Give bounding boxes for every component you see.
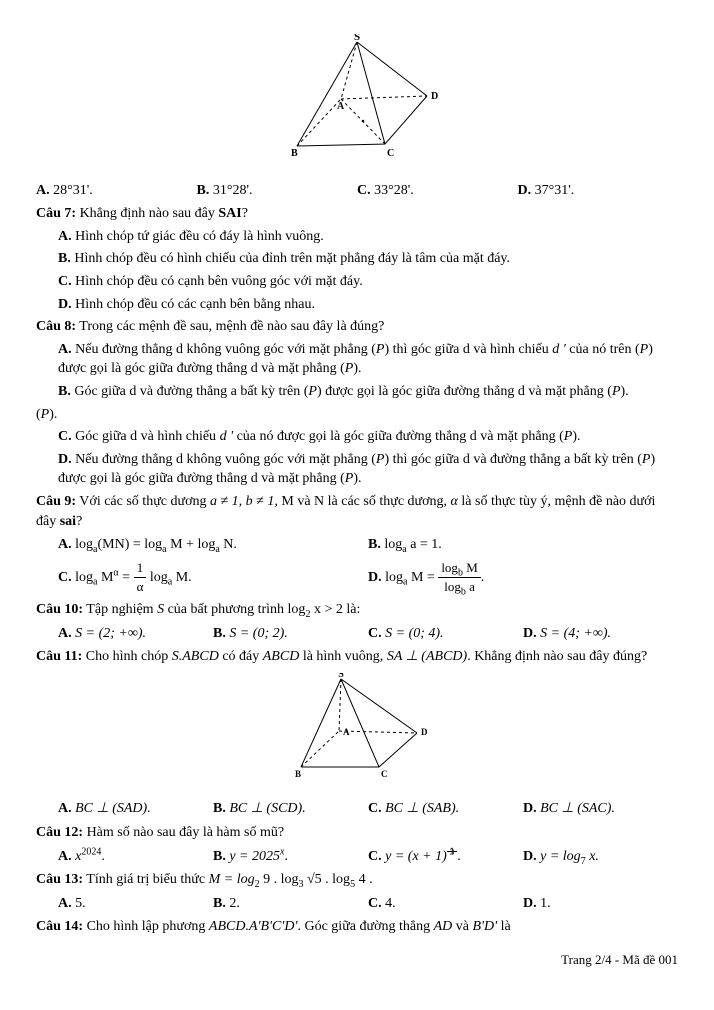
q12-options: A. x2024. B. y = 2025x. C. y = (x + 1)13… bbox=[36, 847, 678, 867]
q8-b-paren: (P). bbox=[36, 405, 678, 425]
svg-text:B: B bbox=[291, 148, 298, 159]
q11-options: A. BC ⊥ (SAD). B. BC ⊥ (SCD). C. BC ⊥ (S… bbox=[36, 799, 678, 819]
q10-title: Câu 10: Tập nghiệm S của bất phương trìn… bbox=[36, 600, 678, 620]
q9-row2: C. loga Mα = 1α loga M. D. loga M = logb… bbox=[36, 559, 678, 596]
svg-text:D: D bbox=[431, 91, 438, 102]
svg-text:A: A bbox=[337, 101, 345, 112]
q7-c: C. Hình chóp đều có cạnh bên vuông góc v… bbox=[36, 272, 678, 292]
q9-row1: A. loga(MN) = loga M + loga N. B. loga a… bbox=[36, 535, 678, 555]
q8-a: A. Nếu đường thẳng d không vuông góc với… bbox=[36, 340, 678, 379]
q8-c: C. Góc giữa d và hình chiếu d ' của nó đ… bbox=[36, 427, 678, 447]
q9-title: Câu 9: Với các số thực dương a ≠ 1, b ≠ … bbox=[36, 492, 678, 531]
q10-options: A. S = (2; +∞). B. S = (0; 2). C. S = (0… bbox=[36, 624, 678, 644]
q7-a: A. Hình chóp tứ giác đều có đáy là hình … bbox=[36, 227, 678, 247]
q7-d: D. Hình chóp đều có các cạnh bên bằng nh… bbox=[36, 295, 678, 315]
q13-title: Câu 13: Tính giá trị biểu thức M = log2 … bbox=[36, 870, 678, 890]
q13-options: A. 5. B. 2. C. 4. D. 1. bbox=[36, 894, 678, 914]
q7-title: Câu 7: Khẳng định nào sau đây SAI? bbox=[36, 204, 678, 224]
q11-title: Câu 11: Cho hình chóp S.ABCD có đáy ABCD… bbox=[36, 647, 678, 667]
svg-text:C: C bbox=[387, 148, 394, 159]
page-footer: Trang 2/4 - Mã đề 001 bbox=[36, 951, 678, 969]
svg-text:D: D bbox=[421, 727, 428, 737]
svg-text:A: A bbox=[343, 727, 350, 737]
svg-text:B: B bbox=[295, 769, 301, 779]
svg-text:S: S bbox=[338, 673, 344, 680]
svg-text:C: C bbox=[381, 769, 388, 779]
svg-text:S: S bbox=[354, 34, 360, 43]
q8-b: B. Góc giữa d và đường thẳng a bất kỳ tr… bbox=[36, 382, 678, 402]
q8-d: D. Nếu đường thẳng d không vuông góc với… bbox=[36, 450, 678, 489]
q7-b: B. Hình chóp đều có hình chiếu của đỉnh … bbox=[36, 249, 678, 269]
q14-title: Câu 14: Cho hình lập phương ABCD.A'B'C'D… bbox=[36, 917, 678, 937]
figure-pyramid-2: S A B C D bbox=[36, 673, 678, 790]
q8-title: Câu 8: Trong các mệnh đề sau, mệnh đề nà… bbox=[36, 317, 678, 337]
q6-options: A. 28°31'. B. 31°28'. C. 33°28'. D. 37°3… bbox=[36, 181, 678, 201]
figure-pyramid-1: S A B C D bbox=[36, 34, 678, 171]
q12-title: Câu 12: Hàm số nào sau đây là hàm số mũ? bbox=[36, 823, 678, 843]
